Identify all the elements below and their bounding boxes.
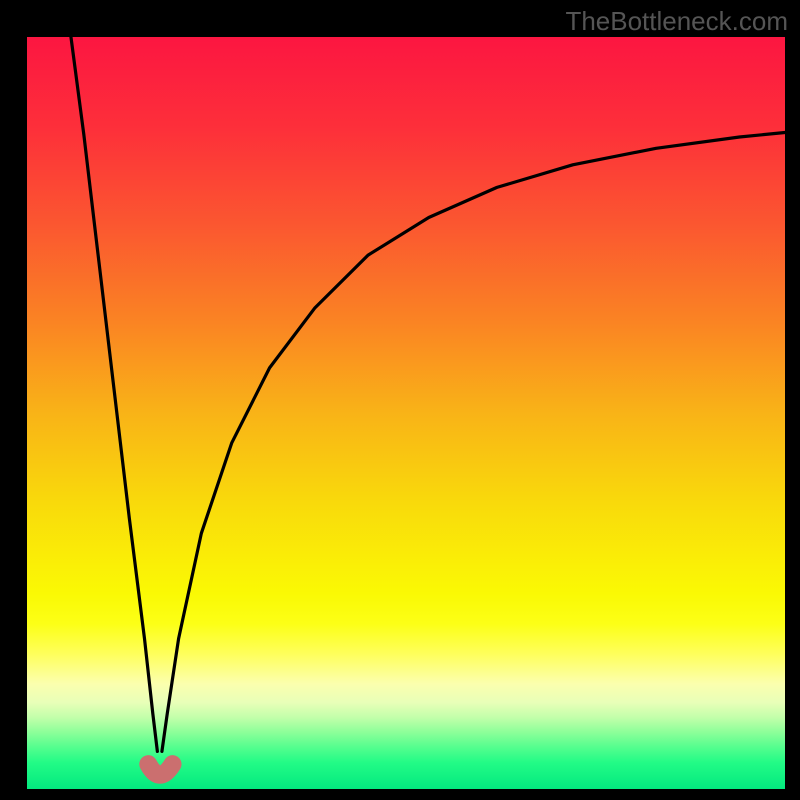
bottleneck-curve-right [162, 133, 785, 752]
bottleneck-floor-connector [148, 764, 172, 775]
watermark-label: TheBottleneck.com [565, 6, 788, 37]
curve-layer [0, 0, 800, 800]
chart-stage: TheBottleneck.com [0, 0, 800, 800]
bottleneck-curve-left [71, 37, 157, 751]
